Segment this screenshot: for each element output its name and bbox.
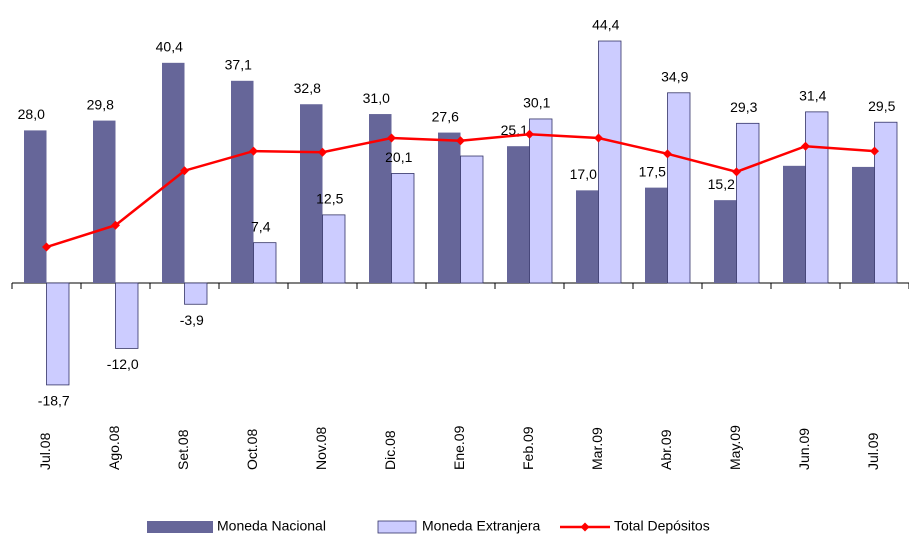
data-label: 15,2 (708, 176, 735, 192)
line-marker (387, 133, 396, 143)
legend-swatch (147, 521, 213, 533)
line-marker (249, 146, 258, 156)
data-label: 29,8 (87, 96, 114, 112)
data-label: 32,8 (294, 80, 321, 96)
x-tick-label: Nov.08 (313, 426, 329, 470)
data-label: 7,4 (251, 218, 271, 234)
line-marker (42, 242, 51, 252)
bar (852, 166, 875, 283)
data-label: 17,0 (570, 166, 597, 182)
x-tick-label: Ene.09 (451, 425, 467, 470)
bar (438, 132, 461, 283)
bar (24, 130, 47, 283)
data-label: -3,9 (180, 312, 204, 328)
legend-label: Moneda Extranjera (422, 518, 541, 534)
bar (322, 214, 346, 284)
line-marker (870, 146, 879, 156)
bar (369, 114, 392, 283)
bar (93, 120, 116, 283)
data-label: 44,4 (592, 17, 619, 33)
x-tick-label: Jul.09 (865, 432, 881, 470)
data-label: 31,4 (799, 88, 826, 104)
legend-label: Moneda Nacional (217, 518, 326, 534)
x-tick-label: May.09 (727, 425, 743, 470)
x-tick-label: Set.08 (175, 429, 191, 470)
data-label: 27,6 (432, 108, 459, 124)
line-marker (525, 129, 534, 139)
data-label: 17,5 (639, 163, 666, 179)
bar (253, 242, 277, 284)
data-label: 28,0 (18, 106, 45, 122)
line-marker (180, 166, 189, 176)
line-marker (318, 147, 327, 157)
data-label: -12,0 (107, 356, 139, 372)
bar (714, 200, 737, 283)
line-marker (456, 136, 465, 146)
legend-label: Total Depósitos (614, 518, 710, 534)
legend-swatch (377, 520, 417, 534)
data-label: -18,7 (38, 393, 70, 409)
bar (576, 190, 599, 283)
data-label: 31,0 (363, 90, 390, 106)
bar (529, 118, 553, 284)
x-tick-label: Jun.09 (796, 428, 812, 470)
bar (645, 187, 668, 283)
bar (46, 282, 70, 386)
x-tick-label: Oct.08 (244, 429, 260, 470)
data-label: 29,5 (868, 98, 895, 114)
x-tick-label: Jul.08 (37, 432, 53, 470)
bar (115, 282, 139, 349)
data-label: 29,3 (730, 99, 757, 115)
data-label: 20,1 (385, 149, 412, 165)
bar (460, 155, 484, 284)
line-marker (732, 167, 741, 177)
bar (598, 40, 622, 284)
bar (231, 80, 254, 284)
line-marker (801, 141, 810, 151)
bar (783, 165, 806, 283)
bar (507, 146, 530, 283)
line-marker (111, 220, 120, 230)
data-label: 37,1 (225, 57, 252, 73)
bar (184, 282, 208, 305)
bar (667, 92, 691, 284)
data-label: 40,4 (156, 39, 183, 55)
x-tick-label: Abr.09 (658, 429, 674, 470)
data-label: 12,5 (316, 191, 343, 207)
x-tick-label: Feb.09 (520, 426, 536, 470)
legend: Moneda Nacional Moneda Extranjera Total De… (147, 518, 710, 534)
line-marker (663, 149, 672, 159)
bar (391, 173, 415, 284)
x-tick-label: Dic.08 (382, 430, 398, 470)
bar (736, 122, 760, 284)
x-tick-label: Ago.08 (106, 425, 122, 470)
bar (874, 121, 898, 284)
data-label: 34,9 (661, 68, 688, 84)
x-tick-label: Mar.09 (589, 427, 605, 470)
legend-marker (580, 522, 590, 532)
bar (162, 62, 185, 283)
data-label: 30,1 (523, 95, 550, 111)
bar (300, 104, 323, 284)
bar (805, 111, 829, 284)
line-marker (594, 133, 603, 143)
